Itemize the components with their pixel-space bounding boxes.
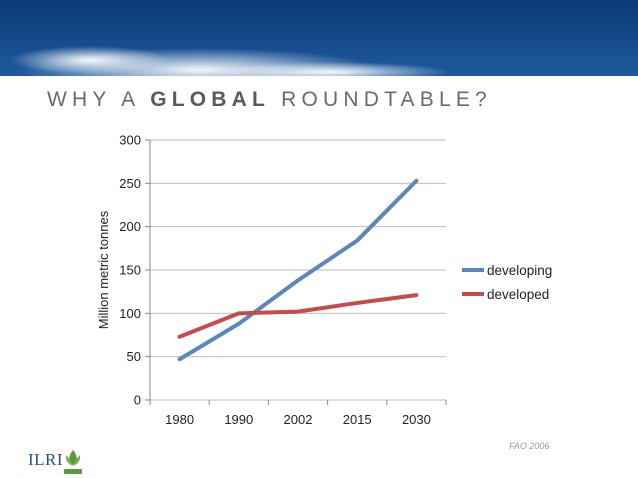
series-line-developing	[177, 178, 419, 362]
chart-series	[177, 178, 419, 362]
chart-axes: 0 50 100 150 200 250 300 1980 1990 2002 2015 2030	[119, 133, 447, 427]
cloud-shape	[10, 46, 170, 74]
x-tick-label: 2002	[284, 412, 313, 427]
title-emphasis: GLOBAL	[150, 88, 271, 111]
y-tick-label: 50	[127, 349, 141, 364]
cloud-shape	[210, 62, 450, 76]
legend-label-developed: developed	[487, 287, 549, 302]
legend-label-developing: developing	[487, 263, 552, 278]
x-tick-label: 1980	[165, 412, 194, 427]
slide-title: WHY A GLOBAL ROUNDTABLE?	[47, 88, 492, 112]
cgiar-logo	[64, 450, 82, 474]
chart-grid	[150, 139, 446, 401]
y-tick-label: 200	[119, 219, 141, 234]
x-tick-label: 2030	[402, 412, 431, 427]
ilri-logo: ILRI	[28, 450, 64, 469]
y-tick-label: 150	[119, 263, 141, 278]
y-tick-label: 0	[134, 393, 141, 408]
source-note: FAO 2006	[509, 441, 550, 451]
title-prefix: WHY A	[47, 88, 140, 111]
x-tick-label: 1990	[224, 412, 253, 427]
y-axis-label: Million metric tonnes	[96, 210, 111, 329]
y-tick-label: 300	[119, 133, 141, 148]
title-suffix: ROUNDTABLE?	[281, 88, 492, 111]
x-tick-label: 2015	[343, 412, 372, 427]
y-tick-label: 250	[119, 176, 141, 191]
y-tick-label: 100	[119, 306, 141, 321]
series-line-developed	[177, 293, 419, 339]
chart-legend: developing developed	[462, 263, 552, 302]
header-banner	[0, 0, 638, 76]
